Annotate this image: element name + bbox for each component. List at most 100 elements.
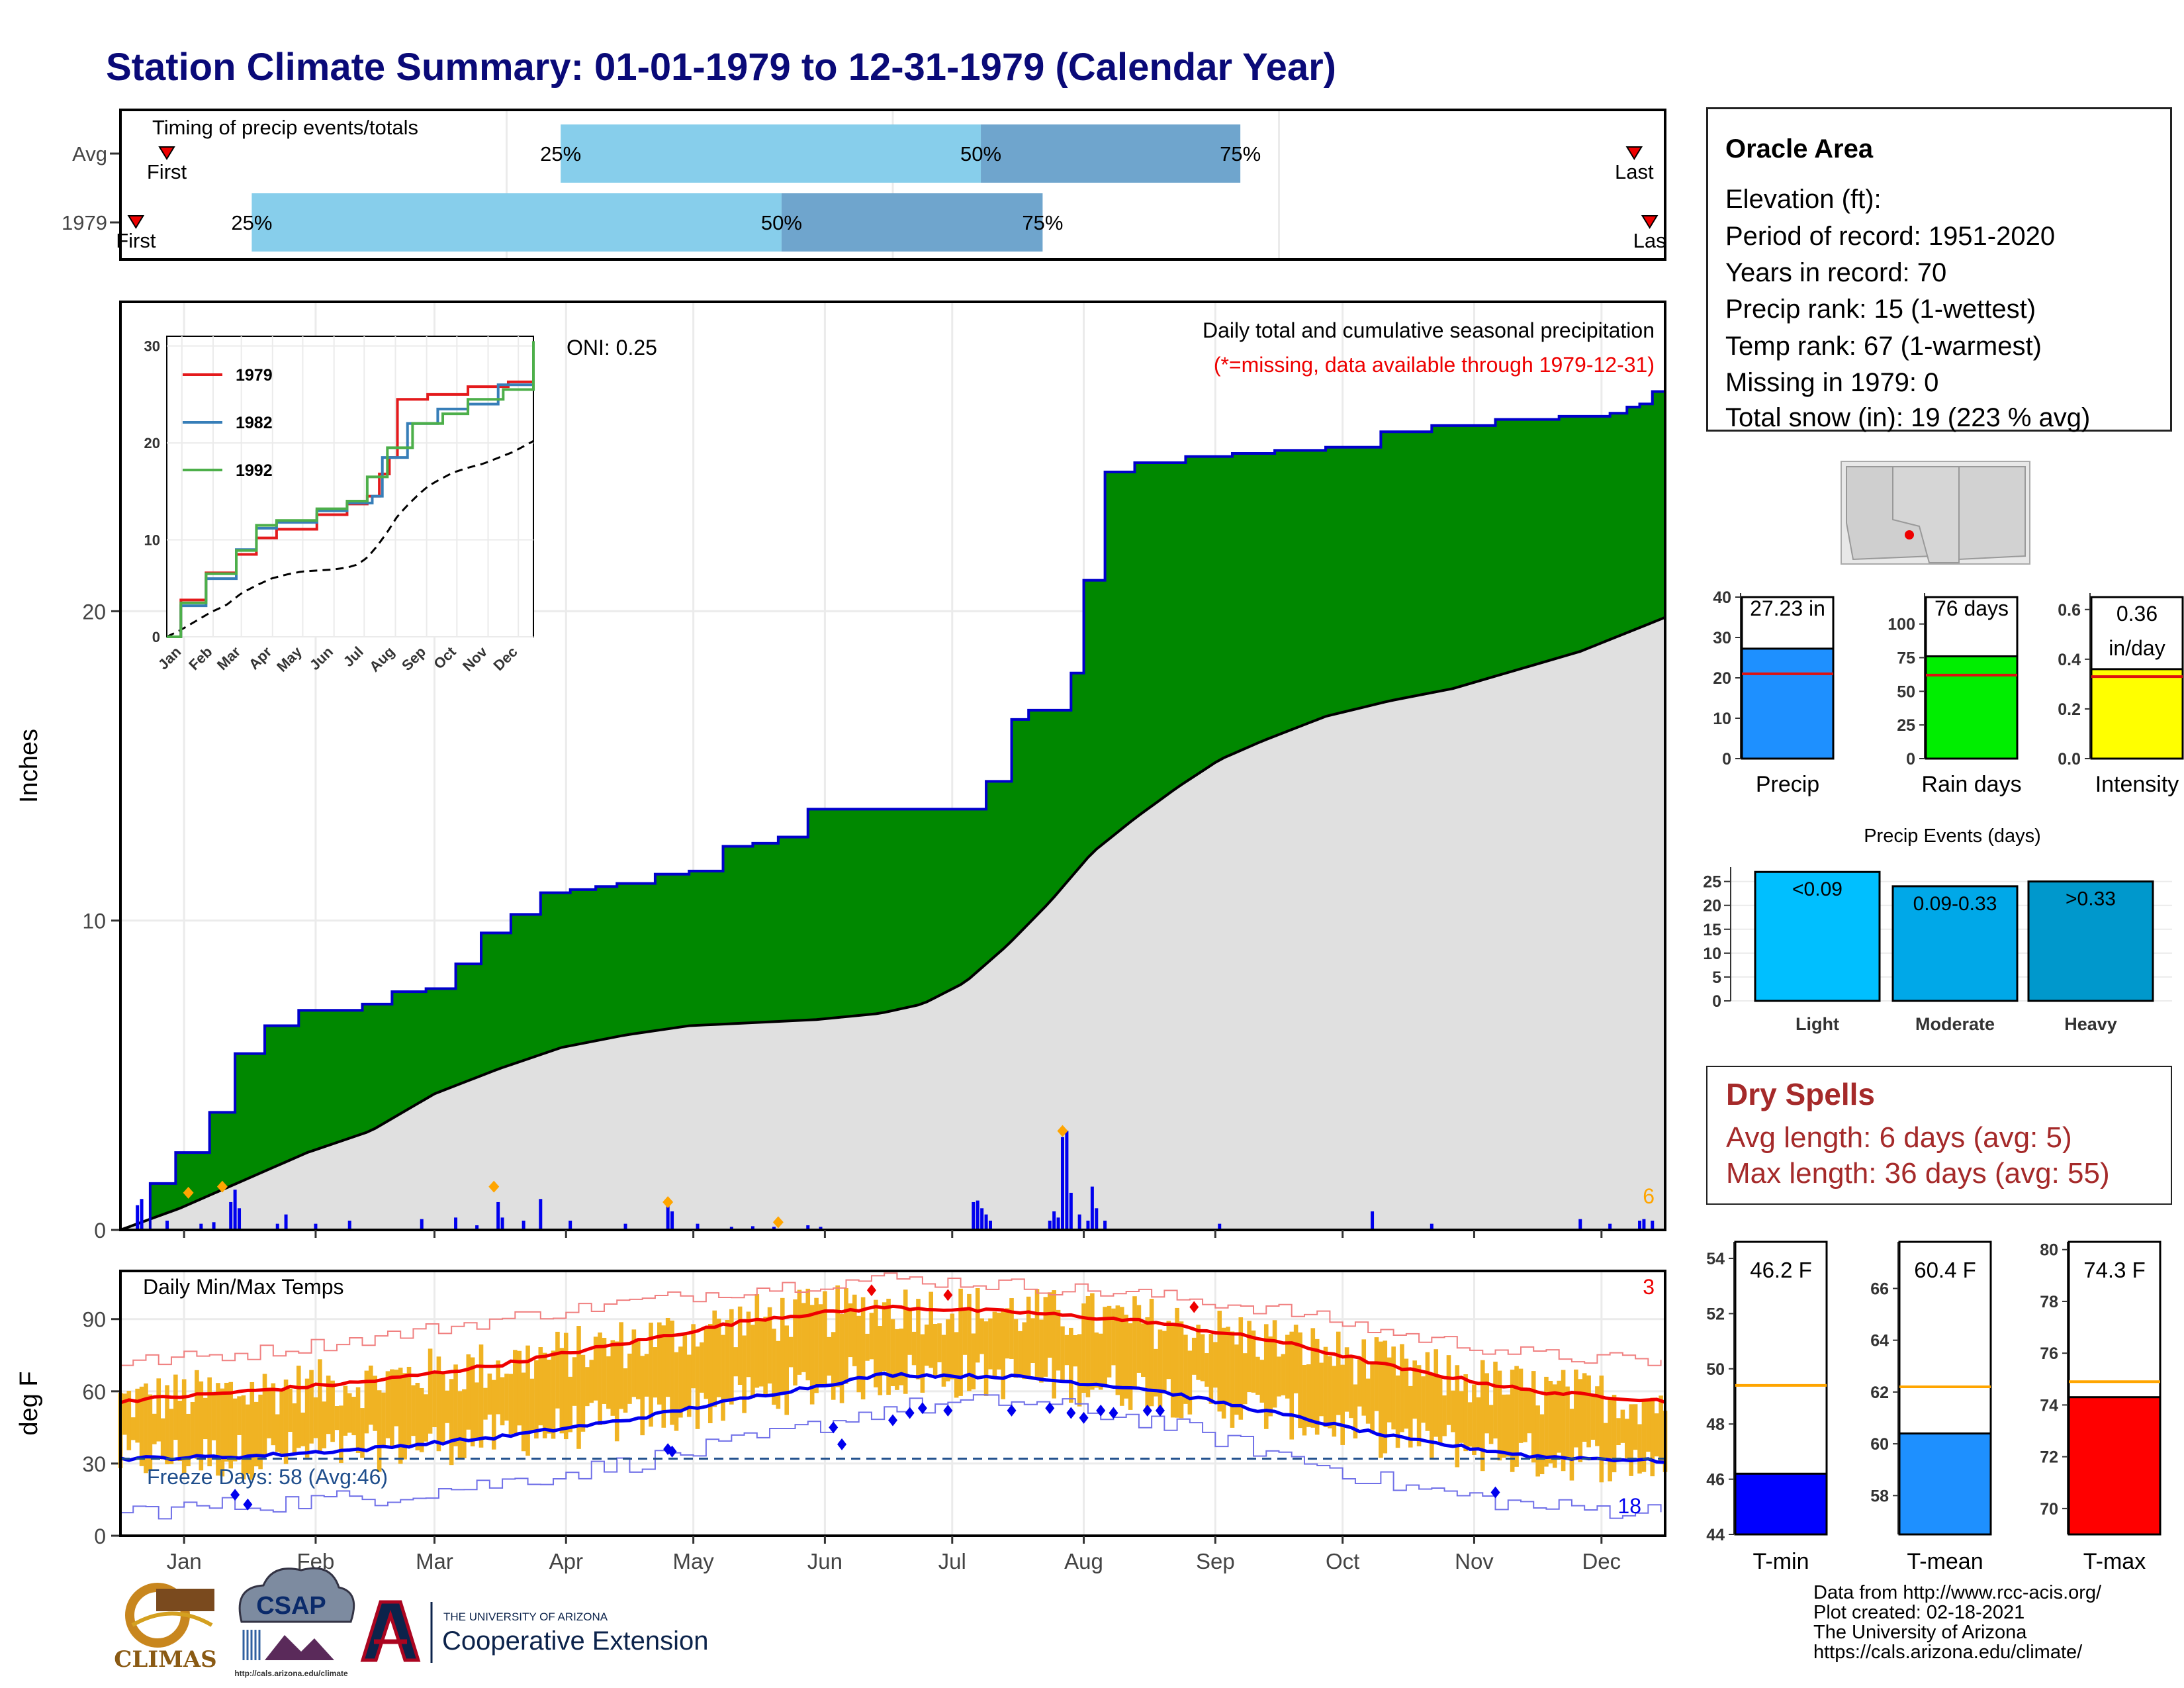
daily-temp-range-bar xyxy=(742,1335,747,1413)
timing-label-25: 25% xyxy=(231,211,272,234)
daily-temp-range-bar xyxy=(776,1340,781,1409)
daily-temp-range-bar xyxy=(653,1347,658,1398)
daily-temp-range-bar xyxy=(1391,1346,1396,1430)
daily-precip-bar xyxy=(233,1190,237,1230)
daily-temp-range-bar xyxy=(1433,1349,1439,1437)
inset-legend-label: 1979 xyxy=(236,366,273,385)
daily-precip-bar xyxy=(140,1199,144,1230)
temp-y-tick-label: 60 xyxy=(82,1380,106,1404)
daily-temp-range-bar xyxy=(848,1303,853,1358)
daily-temp-range-bar xyxy=(1412,1360,1417,1419)
daily-temp-range-bar xyxy=(649,1323,653,1427)
daily-temp-range-bar xyxy=(950,1313,955,1380)
daily-temp-range-bar xyxy=(1013,1319,1019,1378)
daily-temp-range-bar xyxy=(1400,1344,1404,1432)
daily-temp-range-bar xyxy=(355,1387,361,1453)
dry-spells-box: Dry Spells Avg length: 6 days (avg: 5) M… xyxy=(1706,1066,2172,1205)
daily-precip-bar xyxy=(666,1205,670,1230)
daily-precip-bar xyxy=(1371,1211,1375,1230)
timing-panel: Timing of precip events/totals Avg 25% 50% 7… xyxy=(62,109,1666,261)
daily-precip-bar xyxy=(1060,1137,1064,1230)
daily-temp-range-bar xyxy=(1205,1353,1209,1387)
temp-bar-tick-label: 76 xyxy=(2040,1344,2058,1363)
daily-temp-range-bar xyxy=(967,1293,972,1391)
daily-temp-range-bar xyxy=(1306,1364,1311,1427)
daily-temp-range-bar xyxy=(385,1371,390,1438)
record-low-marker xyxy=(1045,1402,1055,1415)
daily-temp-range-bar xyxy=(691,1324,696,1389)
daily-temp-range-bar xyxy=(929,1291,934,1368)
precip-panel: 0 10 20 6 Daily total and cumulative seasona… xyxy=(15,301,1666,1243)
station-missing: Missing in 1979: 0 xyxy=(1725,368,1939,397)
temp-bar-tick-label: 48 xyxy=(1706,1415,1725,1434)
daily-temp-range-bar xyxy=(886,1298,891,1395)
daily-temp-range-bar xyxy=(334,1406,340,1430)
events-bar-label: >0.33 xyxy=(2066,888,2116,910)
daily-temp-range-bar xyxy=(326,1376,331,1434)
daily-temp-range-bar xyxy=(1586,1375,1591,1448)
daily-temp-range-bar xyxy=(521,1372,526,1452)
daily-temp-range-bar xyxy=(1030,1318,1035,1363)
daily-temp-range-bar xyxy=(1535,1405,1540,1477)
daily-temp-range-bar xyxy=(1196,1325,1201,1380)
temp-bar-tick-label: 58 xyxy=(1870,1487,1889,1505)
daily-temp-range-bar xyxy=(856,1315,862,1393)
events-bar xyxy=(1891,885,2019,1002)
daily-temp-range-bar xyxy=(1018,1331,1023,1376)
daily-temp-range-bar xyxy=(797,1289,802,1375)
daily-temp-range-bar xyxy=(788,1336,794,1368)
daily-temp-range-bar xyxy=(1552,1384,1557,1468)
inset-frame xyxy=(166,336,534,637)
events-tick-label: 20 xyxy=(1703,897,1721,915)
daily-temp-range-bar xyxy=(1170,1323,1175,1418)
daily-temp-range-bar xyxy=(1383,1340,1388,1454)
daily-temp-range-bar xyxy=(1289,1331,1295,1440)
summary-bar-charts: 0 10 20 30 40 27.23 in Precip 0 25 50 75 100 76 days… xyxy=(1713,588,2184,797)
daily-temp-range-bar xyxy=(1145,1317,1150,1411)
normal-max-line xyxy=(120,1304,1666,1405)
daily-temp-range-bar xyxy=(1353,1384,1358,1439)
daily-temp-range-bar xyxy=(992,1311,997,1379)
month-label: Oct xyxy=(1326,1549,1359,1573)
timing-bar-first-half xyxy=(251,193,782,252)
daily-precip-bar xyxy=(696,1223,700,1230)
daily-temp-range-bar xyxy=(428,1348,433,1434)
daily-temp-range-bar xyxy=(1281,1354,1286,1395)
record-precip-marker xyxy=(488,1180,500,1193)
daily-temp-range-bar xyxy=(228,1382,234,1469)
daily-temp-range-bar xyxy=(1510,1370,1515,1472)
station-info-box: Oracle Area Elevation (ft): Period of re… xyxy=(1706,107,2172,432)
daily-temp-range-bar xyxy=(623,1368,628,1413)
daily-temp-range-bar xyxy=(1416,1365,1422,1446)
record-low-marker xyxy=(1490,1486,1500,1499)
temp-bar-tick-label: 62 xyxy=(1870,1383,1889,1402)
daily-temp-range-bar xyxy=(809,1305,815,1405)
daily-temp-range-bar xyxy=(139,1386,144,1466)
daily-temp-range-bar xyxy=(449,1379,454,1466)
daily-temp-range-bar xyxy=(903,1289,908,1394)
daily-temp-range-bar xyxy=(267,1387,271,1438)
daily-precip-bar xyxy=(1103,1220,1107,1230)
summary-bar-value xyxy=(1925,655,2019,760)
timing-label-25: 25% xyxy=(540,142,581,165)
daily-temp-range-bar xyxy=(148,1394,153,1472)
daily-temp-range-bar xyxy=(1293,1325,1298,1393)
daily-temp-range-bar xyxy=(1459,1391,1464,1443)
ua-logo-extension: Cooperative Extension xyxy=(442,1626,708,1656)
temp-bar-tick-label: 70 xyxy=(2040,1500,2058,1519)
temp-bar-tick-label: 72 xyxy=(2040,1448,2058,1467)
daily-temp-range-bar xyxy=(169,1409,174,1464)
daily-temp-range-bar xyxy=(1039,1319,1044,1383)
daily-temp-range-bar xyxy=(737,1306,743,1385)
record-low-marker xyxy=(1079,1411,1089,1424)
daily-temp-range-bar xyxy=(1085,1295,1091,1397)
daily-temp-range-bar xyxy=(542,1352,547,1438)
daily-temp-range-bar xyxy=(614,1341,619,1442)
inset-legend-label: 1982 xyxy=(236,414,273,432)
daily-temp-range-bar xyxy=(563,1333,569,1440)
daily-temp-range-bar xyxy=(165,1385,169,1465)
daily-temp-range-bar xyxy=(1272,1320,1277,1408)
record-precip-marker xyxy=(183,1186,194,1199)
daily-temp-range-bar xyxy=(253,1401,259,1467)
daily-temp-range-bar xyxy=(135,1388,140,1443)
